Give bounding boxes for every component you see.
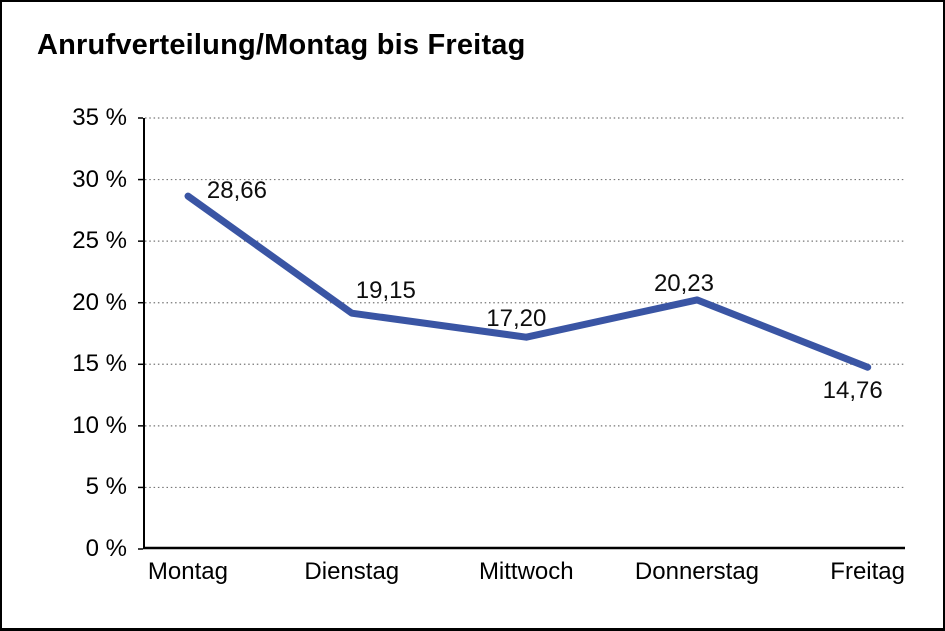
y-axis-label: 15 %	[72, 350, 127, 378]
chart-title: Anrufverteilung/Montag bis Freitag	[37, 29, 526, 61]
x-axis-label: Freitag	[830, 558, 906, 585]
y-axis-label: 35 %	[72, 104, 127, 131]
plot-area: 0 % 5 % 10 % 15 % 20 % 25 % 30 % 35 % Montag Dien…	[72, 106, 905, 585]
x-axis-label: Montag	[147, 558, 228, 585]
data-label: 14,76	[822, 377, 883, 405]
y-axis-label: 30 %	[72, 165, 127, 193]
data-label: 20,23	[653, 269, 714, 297]
y-axis-label: 20 %	[72, 288, 127, 316]
y-axis-label: 10 %	[72, 411, 127, 439]
y-axis-label: 25 %	[72, 227, 127, 255]
data-line	[184, 192, 872, 371]
y-axis-label: 5 %	[85, 473, 127, 501]
x-axis-label: Mittwoch	[478, 558, 574, 585]
x-axis-label: Donnerstag	[634, 558, 760, 585]
data-label: 28,66	[206, 177, 267, 205]
y-axis-label: 0 %	[85, 535, 127, 562]
data-label: 17,20	[486, 305, 547, 333]
x-axis-label: Dienstag	[304, 558, 400, 585]
chart-canvas	[138, 117, 905, 550]
data-label: 19,15	[355, 277, 416, 305]
